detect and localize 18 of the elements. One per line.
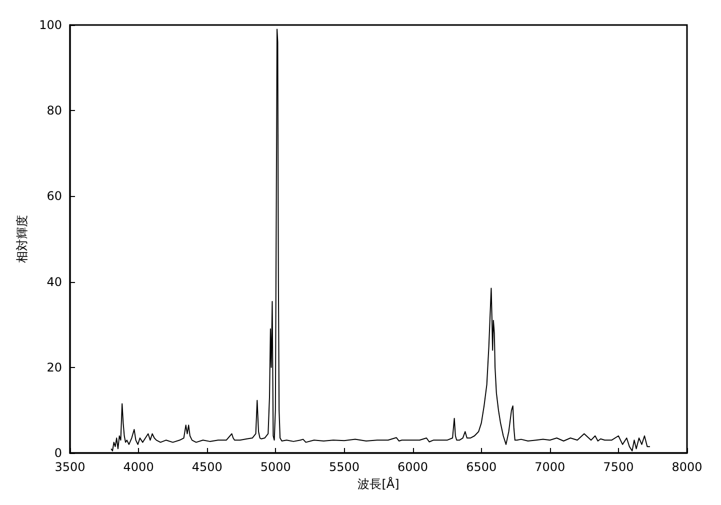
x-tick-label: 6500 (466, 460, 497, 474)
y-tick-label: 60 (46, 189, 62, 204)
x-tick-label: 4500 (192, 460, 222, 474)
y-axis-title: 相対輝度 (15, 215, 30, 263)
y-tick-label: 20 (46, 360, 62, 374)
x-tick-label: 7000 (534, 460, 566, 474)
x-tick-label: 4000 (123, 460, 154, 474)
x-axis-title: 波長[Å] (358, 476, 400, 491)
y-tick-label: 0 (54, 446, 62, 460)
x-tick-label: 8000 (672, 460, 702, 474)
x-tick-label: 3500 (54, 460, 86, 474)
x-tick-label: 5500 (328, 460, 360, 474)
x-tick-label: 7500 (603, 460, 634, 474)
x-tick-label: 6000 (398, 460, 428, 474)
y-tick-label: 80 (46, 104, 62, 118)
y-tick-label: 40 (46, 274, 62, 289)
y-tick-label: 100 (39, 18, 62, 32)
x-tick-label: 5000 (260, 460, 291, 474)
